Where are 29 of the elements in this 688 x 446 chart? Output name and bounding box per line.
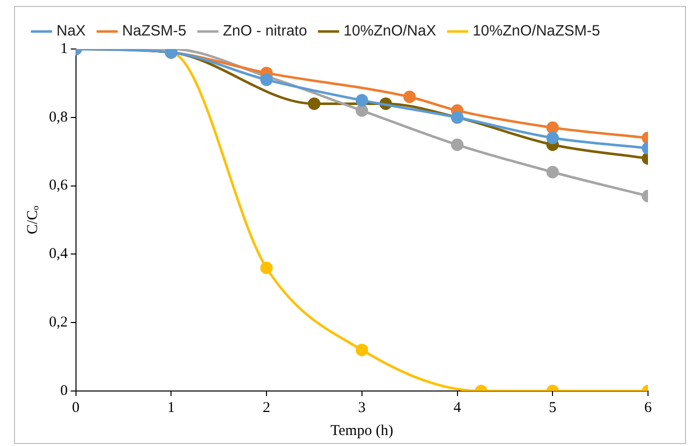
x-tick-label: 2 [262, 400, 270, 416]
point [546, 166, 559, 178]
y-tick-label: 0,8 [49, 109, 68, 126]
point [356, 104, 368, 117]
x-tick-label: 6 [644, 400, 652, 416]
x-tick-label: 5 [548, 400, 556, 416]
y-tick-label: 0,4 [49, 246, 68, 262]
y-tick-label: 0 [60, 382, 68, 399]
y-tick-label: 0,2 [49, 314, 68, 331]
point [546, 132, 559, 144]
x-tick-label: 0 [72, 400, 80, 416]
point [308, 97, 320, 110]
legend-label: NaX [56, 22, 86, 40]
point [260, 74, 273, 86]
point [403, 90, 416, 104]
legend-label: NaZSM-5 [122, 22, 186, 40]
x-tick-label: 1 [167, 400, 175, 416]
legend-label: ZnO - nitrato [222, 22, 308, 40]
legend-label: 10%ZnO/NaZSM-5 [472, 22, 600, 40]
legend-label: 10%ZnO/NaX [344, 22, 436, 40]
x-axis-title: Tempo (h) [330, 422, 394, 439]
point [451, 138, 464, 152]
x-tick-label: 4 [454, 400, 462, 416]
x-tick-label: 3 [358, 400, 366, 416]
point [546, 121, 559, 134]
point [356, 94, 368, 107]
y-axis-title: C/Cₒ [24, 205, 41, 234]
y-tick-label: 0,6 [49, 178, 68, 194]
y-tick-label: 1 [60, 40, 68, 57]
